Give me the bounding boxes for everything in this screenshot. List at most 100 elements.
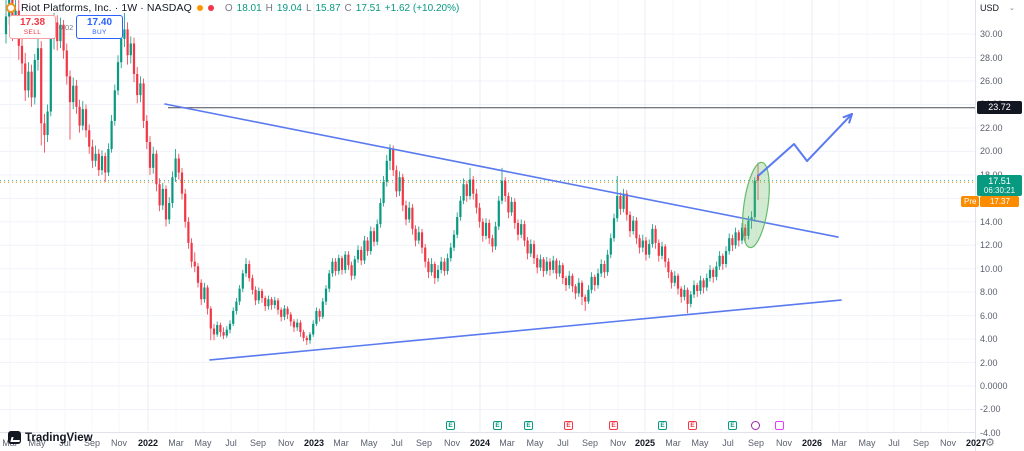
candle[interactable] [456, 212, 459, 239]
candle[interactable] [609, 233, 612, 259]
candle[interactable] [756, 162, 760, 200]
candle[interactable] [190, 238, 193, 268]
candle[interactable] [737, 229, 740, 247]
candle[interactable] [65, 43, 68, 85]
candle[interactable] [209, 306, 212, 341]
candle[interactable] [238, 285, 241, 306]
candle[interactable] [680, 286, 683, 303]
candle[interactable] [635, 217, 638, 245]
candle[interactable] [30, 64, 33, 107]
candle[interactable] [136, 66, 139, 104]
candle[interactable] [529, 239, 532, 257]
candle[interactable] [417, 226, 420, 245]
candle[interactable] [356, 245, 360, 263]
candle[interactable] [280, 307, 283, 322]
candle[interactable] [616, 176, 619, 222]
candle[interactable] [347, 251, 350, 270]
candle[interactable] [667, 258, 670, 279]
candle[interactable] [212, 323, 216, 341]
candle[interactable] [452, 229, 456, 252]
candle[interactable] [123, 12, 126, 48]
alert-icon[interactable] [207, 5, 214, 11]
event-badge-earnings-miss-icon[interactable]: E [688, 421, 697, 430]
candle[interactable] [465, 180, 468, 202]
candle[interactable] [286, 306, 289, 320]
candle[interactable] [392, 145, 395, 177]
candle[interactable] [587, 285, 590, 304]
candle[interactable] [734, 227, 737, 249]
candle[interactable] [385, 154, 388, 187]
candle[interactable] [59, 17, 62, 49]
candle[interactable] [500, 167, 504, 205]
candle[interactable] [334, 258, 337, 276]
candle[interactable] [337, 254, 340, 275]
candle[interactable] [612, 213, 616, 242]
currency-label[interactable]: USD [980, 3, 1000, 13]
candle[interactable] [593, 274, 596, 291]
candle[interactable] [459, 195, 462, 221]
candle[interactable] [152, 146, 155, 174]
candle[interactable] [113, 84, 116, 126]
candle[interactable] [94, 145, 97, 167]
candle[interactable] [427, 258, 430, 279]
candle[interactable] [548, 258, 552, 276]
candle[interactable] [504, 177, 507, 202]
candle[interactable] [539, 254, 542, 272]
candle[interactable] [571, 273, 574, 293]
candle[interactable] [724, 246, 728, 268]
candle[interactable] [411, 204, 414, 235]
candle[interactable] [366, 237, 369, 256]
candle[interactable] [555, 258, 558, 280]
candle[interactable] [564, 275, 568, 291]
candle[interactable] [472, 176, 475, 200]
candle[interactable] [449, 242, 452, 262]
candle[interactable] [705, 273, 708, 291]
candle[interactable] [443, 258, 446, 276]
candle[interactable] [513, 198, 516, 229]
candle[interactable] [145, 115, 148, 150]
candle[interactable] [328, 269, 331, 293]
candle[interactable] [68, 70, 72, 140]
candle[interactable] [49, 31, 52, 117]
candle[interactable] [139, 76, 142, 103]
candle[interactable] [84, 104, 88, 138]
candle[interactable] [43, 113, 46, 153]
candle[interactable] [651, 224, 654, 248]
candles-series[interactable] [4, 0, 760, 345]
candle[interactable] [379, 198, 382, 228]
candle[interactable] [520, 219, 523, 239]
candle[interactable] [46, 104, 49, 143]
candle[interactable] [644, 237, 648, 261]
candle[interactable] [491, 234, 494, 253]
candle[interactable] [235, 298, 238, 315]
candle[interactable] [126, 22, 129, 65]
candle[interactable] [715, 261, 718, 281]
candle[interactable] [532, 240, 536, 265]
candle[interactable] [308, 332, 312, 344]
candle[interactable] [676, 273, 680, 295]
candle[interactable] [446, 253, 449, 275]
candle[interactable] [692, 280, 696, 299]
candle[interactable] [376, 219, 379, 246]
candle[interactable] [88, 124, 91, 154]
candle[interactable] [731, 234, 734, 252]
event-badge-earnings-miss-icon[interactable]: E [609, 421, 618, 430]
candle[interactable] [401, 173, 404, 212]
candle[interactable] [414, 225, 417, 247]
candle[interactable] [526, 237, 529, 260]
candle[interactable] [545, 256, 548, 275]
candle[interactable] [116, 55, 120, 96]
candle[interactable] [603, 260, 606, 279]
candle[interactable] [222, 327, 225, 340]
projection-arrow-drawing[interactable] [757, 113, 853, 177]
candle[interactable] [561, 262, 564, 284]
candle[interactable] [203, 282, 206, 303]
candle[interactable] [440, 256, 443, 274]
candle[interactable] [107, 143, 110, 177]
candle[interactable] [353, 255, 356, 280]
candle[interactable] [577, 278, 580, 297]
candle[interactable] [56, 15, 59, 51]
candle[interactable] [708, 265, 712, 282]
candle[interactable] [260, 288, 264, 303]
candle[interactable] [132, 37, 136, 83]
